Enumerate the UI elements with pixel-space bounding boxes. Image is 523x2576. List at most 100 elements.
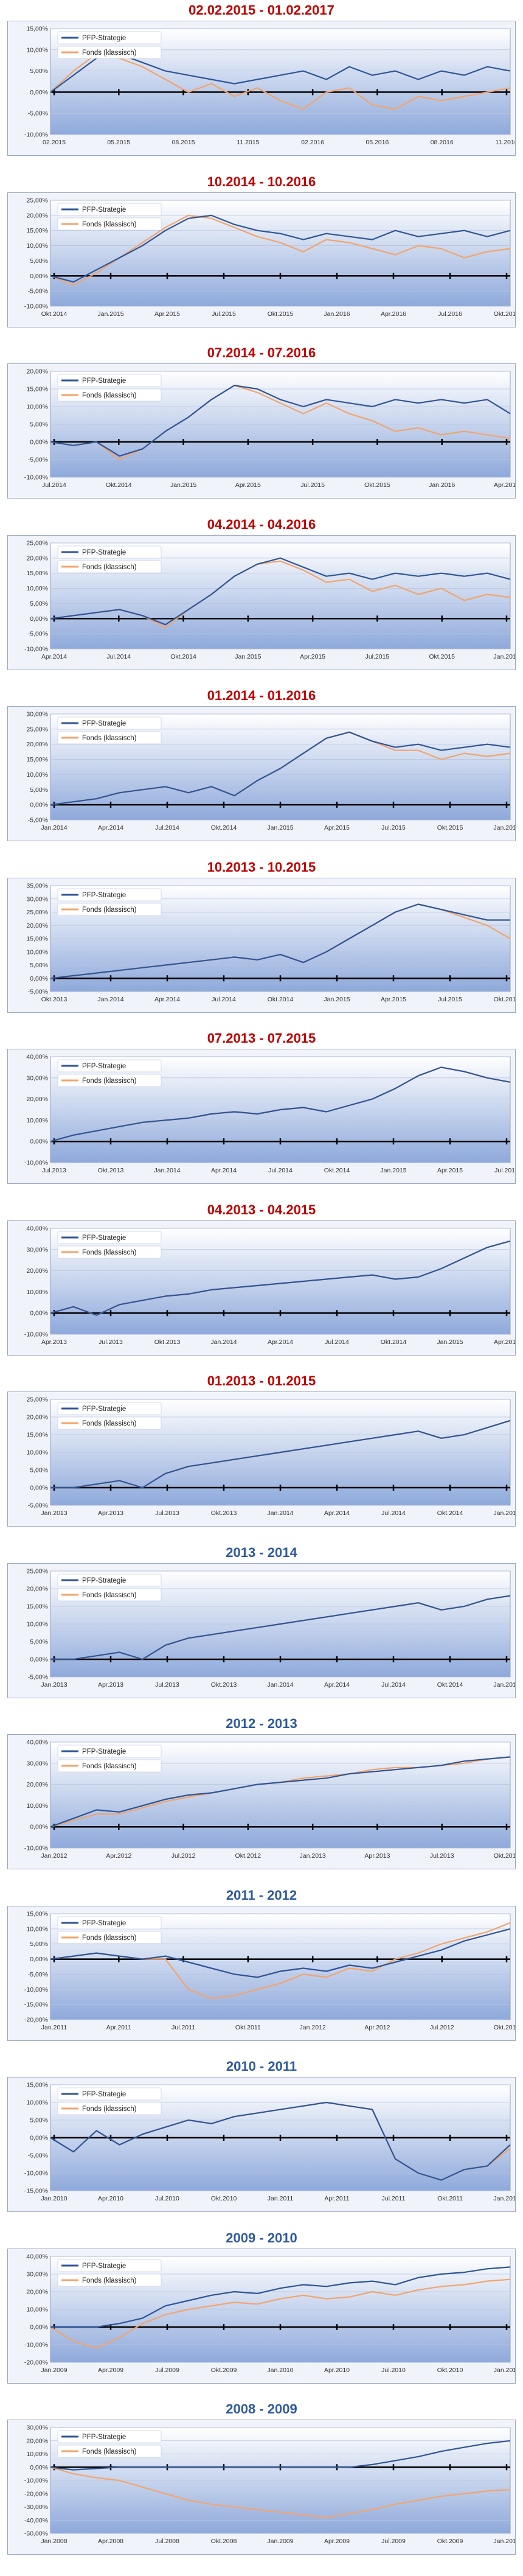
x-tick-label: Apr.2013	[98, 1681, 123, 1689]
x-tick-label: Jan.2016	[429, 481, 455, 489]
series-line-pfp-strategie	[50, 1066, 511, 1143]
x-tick-label: Okt.2014	[268, 996, 294, 1003]
y-tick-label: 35,00%	[26, 882, 48, 889]
x-tick-label: Okt.2008	[211, 2538, 237, 2545]
x-tick-label: Apr.2012	[106, 1852, 131, 1860]
x-tick-label: 08.2015	[172, 139, 195, 146]
legend-item-box	[57, 1573, 162, 1586]
chart-panel: 2010 - 2011 15,00% 10,00% 5,00% 0,00% -5,00% -…	[0, 2056, 523, 2214]
chart-panel: 04.2013 - 04.2015 40,00% 30,00% 20,00% 10,00…	[0, 1200, 523, 1358]
y-tick-label: -30,00%	[24, 2504, 48, 2511]
x-tick-label: Okt.2016	[494, 310, 515, 318]
legend-label: Fonds (klassisch)	[82, 735, 137, 742]
x-tick-label: 02.2016	[301, 139, 324, 146]
y-tick-label: 30,00%	[26, 1074, 48, 1082]
x-tick-label: Jul.2012	[171, 1852, 196, 1860]
y-tick-label: 10,00%	[26, 1620, 48, 1628]
y-tick-label: 10,00%	[26, 2451, 48, 2458]
chart-frame: 40,00% 30,00% 20,00% 10,00% 0,00% -10,00% Jul.…	[7, 1049, 519, 1184]
x-tick-label: Okt.2011	[235, 2024, 261, 2031]
chart-title: 01.2014 - 01.2016	[207, 688, 316, 703]
line-chart: 40,00% 30,00% 20,00% 10,00% 0,00% -10,00% -20,…	[24, 2253, 519, 2374]
chart-frame: 15,00% 10,00% 5,00% 0,00% -5,00% -10,00% -15,0…	[7, 1905, 519, 2041]
plot-area	[50, 1913, 511, 2020]
legend-label: PFP-Strategie	[82, 1063, 126, 1070]
x-tick-label: Jul.2008	[155, 2538, 179, 2545]
series-line-pfp-strategie	[50, 1240, 511, 1316]
x-tick-label: Jul.2014	[325, 1339, 349, 1346]
x-tick-label: Okt.2009	[211, 2367, 237, 2374]
y-tick-label: 15,00%	[26, 935, 48, 942]
chart-panel: 2011 - 2012 15,00% 10,00% 5,00% 0,00% -5,00% -…	[0, 1885, 523, 2043]
x-tick-label: Jul.2013	[99, 1339, 123, 1346]
x-tick-label: Jan.2015	[235, 653, 261, 660]
x-tick-label: Apr.2008	[98, 2538, 123, 2545]
x-tick-label: Jan.2015	[493, 1510, 515, 1517]
chart-title: 2011 - 2012	[226, 1887, 297, 1903]
y-tick-label: -10,00%	[24, 303, 48, 310]
x-tick-label: Jan.2016	[493, 824, 515, 831]
x-tick-label: Jul.2014	[155, 824, 179, 831]
series-line-pfp-strategie	[50, 214, 511, 282]
x-tick-label: Okt.2014	[437, 1681, 463, 1689]
y-tick-label: 25,00%	[26, 909, 48, 916]
x-tick-label: Jan.2014	[41, 824, 67, 831]
x-tick-label: Apr.2013	[41, 1339, 67, 1346]
legend: PFP-Strategie Fonds (klassisch)	[57, 716, 162, 744]
x-tick-label: Jul.2015	[381, 824, 406, 831]
x-tick-label: 11.2016	[495, 139, 515, 146]
legend-label: PFP-Strategie	[82, 1405, 126, 1413]
legend-item-box	[57, 1745, 162, 1758]
y-tick-label: 0,00%	[30, 975, 48, 982]
series-line-pfp-strategie	[50, 731, 511, 806]
y-tick-label: 0,00%	[30, 272, 48, 279]
y-tick-label: 15,00%	[26, 2082, 48, 2089]
legend-label: PFP-Strategie	[82, 1748, 126, 1755]
x-tick-label: Jan.2015	[324, 996, 350, 1003]
legend: PFP-Strategie Fonds (klassisch)	[57, 1916, 162, 1944]
x-tick-label: Jan.2010	[493, 2538, 515, 2545]
x-tick-label: Apr.2011	[324, 2195, 349, 2202]
y-tick-label: 20,00%	[26, 368, 48, 376]
chart-frame: 20,00% 15,00% 10,00% 5,00% 0,00% -5,00% -10,00…	[7, 363, 519, 499]
y-tick-label: 15,00%	[26, 1910, 48, 1917]
x-tick-label: 05.2016	[365, 139, 389, 146]
x-tick-label: Apr.2011	[106, 2024, 131, 2031]
x-tick-label: Jan.2015	[170, 481, 196, 489]
x-tick-label: Okt.2014	[41, 310, 68, 318]
plot-area	[50, 200, 511, 306]
x-tick-label: Apr.2012	[364, 2024, 390, 2031]
x-tick-label: Okt.2014	[170, 653, 196, 660]
legend-item-box	[57, 1588, 162, 1601]
y-tick-label: 10,00%	[26, 585, 48, 592]
line-chart: 15,00% 10,00% 5,00% 0,00% -5,00% -10,00% -15,0…	[24, 2082, 520, 2203]
series-line-pfp-strategie	[50, 1595, 511, 1660]
chart-panel: 10.2013 - 10.2015 35,00% 30,00% 25,00% 20,00…	[0, 857, 523, 1015]
legend-label: PFP-Strategie	[82, 1920, 126, 1927]
x-tick-label: Jan.2014	[210, 1339, 237, 1346]
legend-label: Fonds (klassisch)	[82, 2277, 137, 2284]
x-tick-label: Jul.2015	[494, 1167, 515, 1174]
legend: PFP-Strategie Fonds (klassisch)	[57, 1402, 162, 1430]
y-tick-label: -10,00%	[24, 1331, 48, 1338]
y-tick-label: -15,00%	[24, 2188, 48, 2195]
x-tick-label: Apr.2015	[437, 1167, 463, 1174]
y-tick-label: 5,00%	[30, 1638, 48, 1645]
y-tick-label: 20,00%	[26, 2437, 48, 2445]
legend-item-box	[57, 2259, 162, 2272]
y-tick-label: 20,00%	[26, 922, 48, 929]
x-tick-label: Okt.2014	[437, 1510, 463, 1517]
x-tick-label: Jan.2012	[493, 2195, 515, 2202]
chart-panel: 2008 - 2009 30,00% 20,00% 10,00% 0,00% -10,00…	[0, 2399, 523, 2557]
y-tick-label: 40,00%	[26, 2253, 48, 2260]
x-tick-label: Okt.2015	[429, 653, 455, 660]
y-tick-label: -5,00%	[28, 110, 48, 117]
series-line-pfp-strategie	[50, 2440, 511, 2471]
y-tick-label: 30,00%	[26, 711, 48, 718]
legend-label: PFP-Strategie	[82, 549, 126, 556]
legend-item-box	[57, 1231, 162, 1244]
y-tick-label: 0,00%	[30, 802, 48, 809]
legend-label: PFP-Strategie	[82, 1577, 126, 1584]
legend: PFP-Strategie Fonds (klassisch)	[57, 1231, 162, 1258]
legend-item-box	[57, 203, 162, 215]
